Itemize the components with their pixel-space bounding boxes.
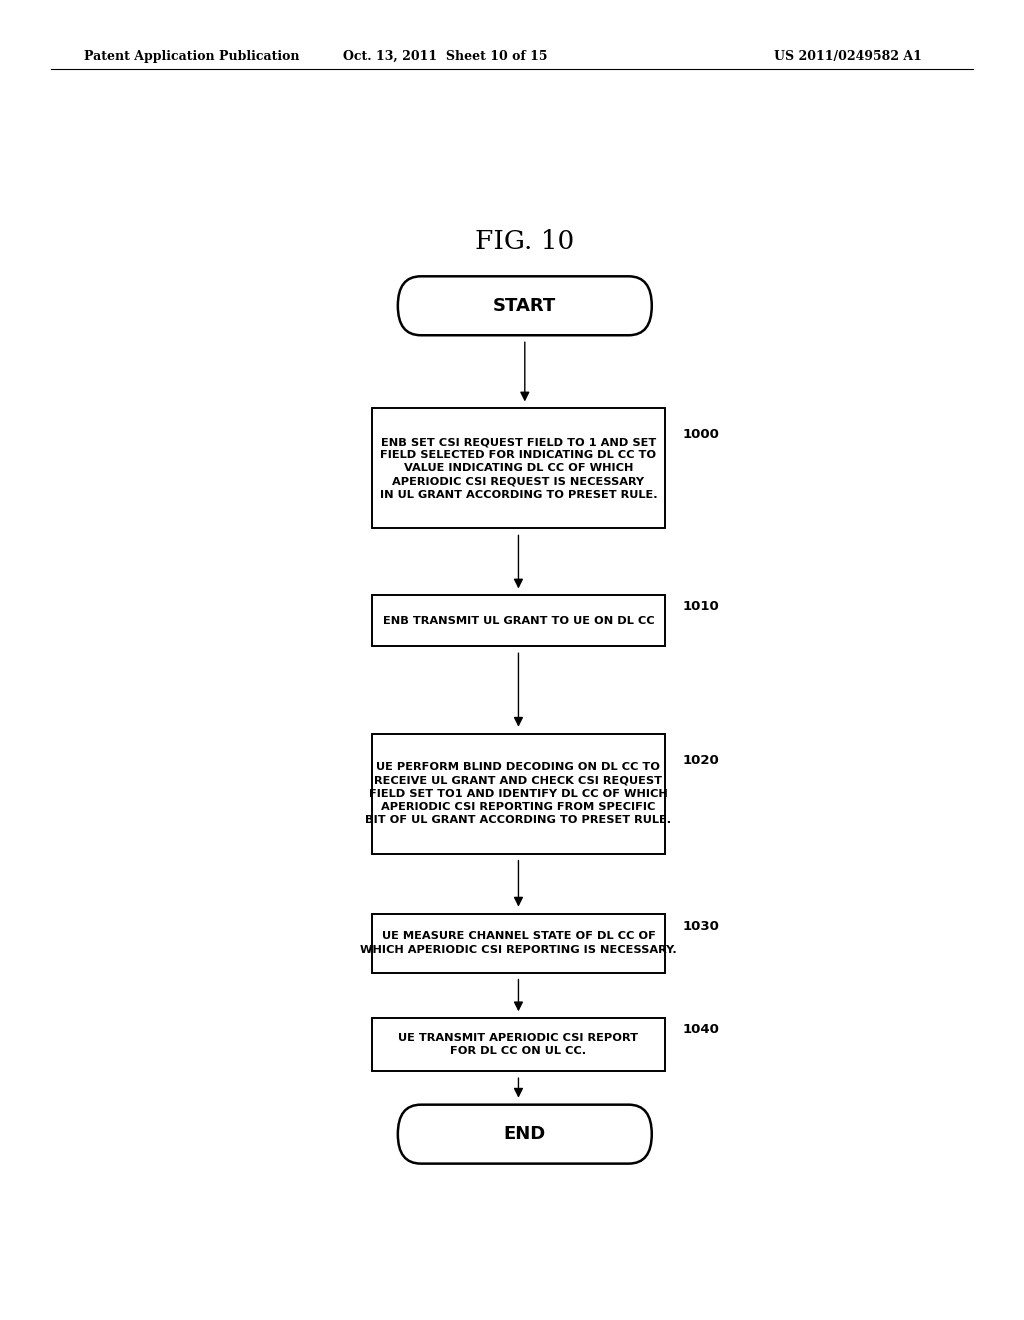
Text: ENB SET CSI REQUEST FIELD TO 1 AND SET
FIELD SELECTED FOR INDICATING DL CC TO
VA: ENB SET CSI REQUEST FIELD TO 1 AND SET F…: [380, 437, 657, 500]
Text: FIG. 10: FIG. 10: [475, 230, 574, 255]
Bar: [372, 595, 666, 647]
Text: ENB TRANSMIT UL GRANT TO UE ON DL CC: ENB TRANSMIT UL GRANT TO UE ON DL CC: [383, 616, 654, 626]
Text: UE TRANSMIT APERIODIC CSI REPORT
FOR DL CC ON UL CC.: UE TRANSMIT APERIODIC CSI REPORT FOR DL …: [398, 1034, 638, 1056]
Text: 1040: 1040: [683, 1023, 720, 1036]
Text: Oct. 13, 2011  Sheet 10 of 15: Oct. 13, 2011 Sheet 10 of 15: [343, 50, 548, 63]
Bar: [372, 1018, 666, 1071]
Text: UE MEASURE CHANNEL STATE OF DL CC OF
WHICH APERIODIC CSI REPORTING IS NECESSARY.: UE MEASURE CHANNEL STATE OF DL CC OF WHI…: [360, 932, 677, 954]
Text: 1000: 1000: [683, 428, 720, 441]
FancyBboxPatch shape: [397, 276, 651, 335]
FancyBboxPatch shape: [397, 1105, 651, 1164]
Text: UE PERFORM BLIND DECODING ON DL CC TO
RECEIVE UL GRANT AND CHECK CSI REQUEST
FIE: UE PERFORM BLIND DECODING ON DL CC TO RE…: [366, 762, 672, 825]
Bar: [372, 408, 666, 528]
Text: Patent Application Publication: Patent Application Publication: [84, 50, 299, 63]
Text: END: END: [504, 1125, 546, 1143]
Text: START: START: [494, 297, 556, 314]
Text: 1010: 1010: [683, 601, 720, 612]
Bar: [372, 913, 666, 973]
Text: 1030: 1030: [683, 920, 720, 933]
Text: 1020: 1020: [683, 754, 720, 767]
Bar: [372, 734, 666, 854]
Text: US 2011/0249582 A1: US 2011/0249582 A1: [774, 50, 922, 63]
